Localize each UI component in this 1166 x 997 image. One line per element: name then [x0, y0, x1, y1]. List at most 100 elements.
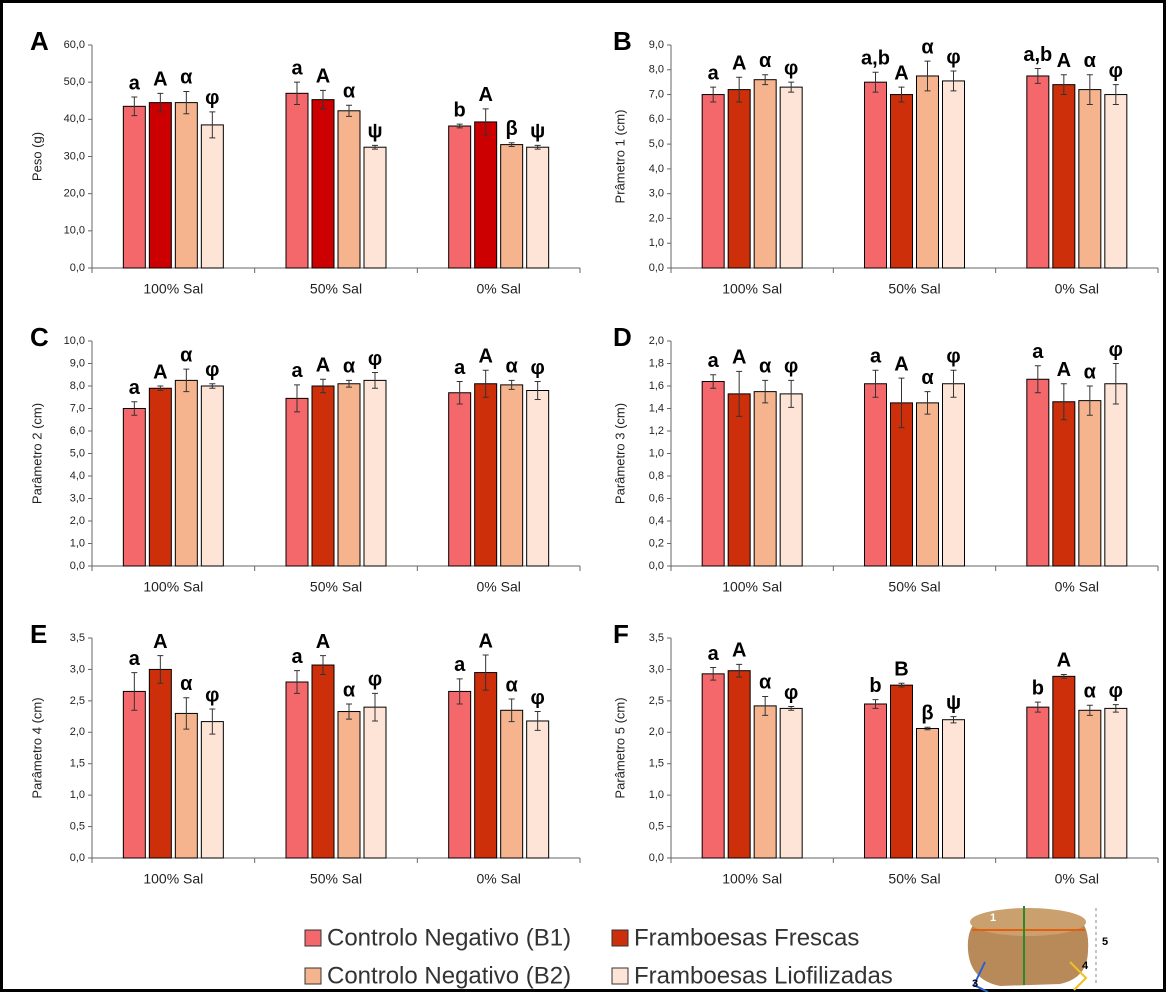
y-tick-label: 10,0 — [64, 335, 85, 347]
significance-letter: a — [129, 72, 141, 94]
significance-letter: α — [343, 679, 356, 701]
bar — [149, 669, 171, 858]
y-tick-label: 0,0 — [70, 852, 85, 864]
x-tick-label: 50% Sal — [888, 579, 940, 595]
y-tick-label: 1,8 — [649, 357, 664, 369]
bar — [1079, 710, 1101, 858]
significance-letter: α — [759, 50, 772, 72]
bar — [917, 403, 939, 566]
y-tick-label: 6,0 — [649, 113, 664, 125]
significance-letter: α — [180, 673, 193, 695]
y-tick-label: 8,0 — [649, 64, 664, 76]
significance-letter: A — [478, 630, 492, 652]
bar — [527, 147, 549, 268]
significance-letter: φ — [946, 346, 960, 368]
significance-letter: φ — [1109, 60, 1123, 82]
y-tick-label: 4,0 — [70, 470, 85, 482]
bar — [865, 384, 887, 566]
photo-label: 2 — [1028, 897, 1034, 909]
bar — [201, 125, 223, 268]
significance-letter: a — [291, 57, 303, 79]
significance-letter: a — [708, 350, 720, 372]
bar — [780, 87, 802, 268]
significance-letter: b — [454, 99, 466, 121]
bar — [338, 384, 360, 566]
bar — [175, 380, 197, 566]
y-tick-label: 9,0 — [649, 39, 664, 51]
y-tick-label: 1,4 — [649, 402, 664, 414]
significance-letter: a — [870, 346, 882, 368]
y-tick-label: 0,6 — [649, 492, 664, 504]
y-tick-label: 0,4 — [649, 515, 664, 527]
significance-letter: ψ — [946, 692, 961, 714]
significance-letter: α — [343, 80, 356, 102]
bar — [702, 674, 724, 858]
y-tick-label: 1,0 — [649, 789, 664, 801]
bar — [1105, 95, 1127, 268]
bar — [123, 409, 145, 567]
significance-letter: A — [316, 66, 330, 88]
significance-letter: φ — [784, 682, 798, 704]
y-tick-label: 5,0 — [70, 447, 85, 459]
bar — [754, 80, 776, 268]
bar — [728, 671, 750, 858]
bar — [891, 685, 913, 858]
x-tick-label: 0% Sal — [476, 871, 520, 887]
panel-label: B — [613, 26, 632, 56]
bar — [702, 95, 724, 268]
significance-letter: φ — [531, 357, 545, 379]
significance-letter: α — [759, 356, 772, 378]
significance-letter: a,b — [861, 48, 890, 70]
y-tick-label: 50,0 — [64, 76, 85, 88]
legend-swatch — [612, 968, 628, 984]
figure: 1 2 3 4 5 APeso (g)0,010,020,030,040,050… — [0, 0, 1166, 992]
y-tick-label: 2,0 — [649, 335, 664, 347]
bar — [865, 704, 887, 858]
bar — [917, 729, 939, 858]
y-tick-label: 1,5 — [70, 758, 85, 770]
bar — [1105, 384, 1127, 566]
x-tick-label: 100% Sal — [143, 281, 203, 297]
y-tick-label: 3,5 — [70, 632, 85, 644]
significance-letter: A — [894, 62, 908, 84]
x-tick-label: 50% Sal — [310, 281, 362, 297]
bar — [449, 691, 471, 858]
panel-label: D — [613, 322, 632, 352]
y-tick-label: 2,5 — [70, 695, 85, 707]
y-tick-label: 2,5 — [649, 695, 664, 707]
significance-letter: A — [732, 640, 746, 662]
bar — [175, 713, 197, 858]
y-tick-label: 1,0 — [70, 537, 85, 549]
bar — [501, 710, 523, 858]
bar — [780, 394, 802, 566]
y-tick-label: 7,0 — [70, 402, 85, 414]
legend-swatch — [305, 968, 321, 984]
significance-letter: a — [708, 62, 720, 84]
y-tick-label: 3,0 — [649, 188, 664, 200]
y-tick-label: 3,0 — [649, 663, 664, 675]
significance-letter: α — [921, 36, 934, 58]
significance-letter: φ — [368, 348, 382, 370]
significance-letter: A — [153, 69, 167, 91]
photo-label: 1 — [990, 912, 996, 924]
legend-label: Controlo Negativo (B1) — [327, 924, 571, 951]
y-tick-label: 0,0 — [70, 262, 85, 274]
significance-letter: ψ — [530, 121, 545, 143]
bar — [728, 90, 750, 268]
y-axis-label: Peso (g) — [29, 132, 44, 181]
bar — [501, 385, 523, 566]
bar — [286, 682, 308, 858]
significance-letter: a — [291, 360, 303, 382]
significance-letter: α — [921, 367, 934, 389]
panel-label: E — [30, 619, 47, 649]
bar — [364, 380, 386, 566]
bar — [364, 707, 386, 858]
y-tick-label: 3,0 — [70, 663, 85, 675]
y-tick-label: 8,0 — [70, 380, 85, 392]
significance-letter: α — [180, 67, 193, 89]
y-tick-label: 0,0 — [70, 560, 85, 572]
significance-letter: A — [153, 361, 167, 383]
significance-letter: a,b — [1023, 44, 1052, 66]
y-tick-label: 0,5 — [649, 820, 664, 832]
panel-label: F — [613, 619, 629, 649]
